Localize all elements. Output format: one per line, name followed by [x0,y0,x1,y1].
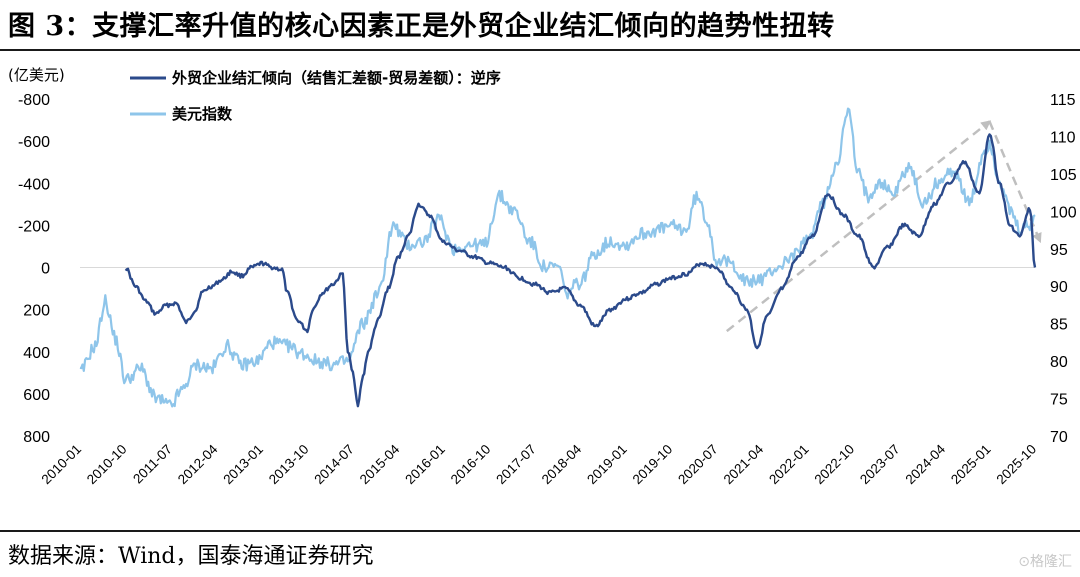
x-axis-ticks: 2010-01 2010-10 2011-07 2012-04 2013-01 2013-… [38,441,1039,487]
legend-label-secondary: 美元指数 [172,105,233,123]
left-axis-unit: (亿美元) [8,66,65,84]
series-layer [79,107,1037,408]
x-tick-label: 2012-04 [175,441,221,487]
x-tick-label: 2021-04 [721,441,767,487]
x-tick-label: 2010-01 [38,442,84,488]
right-tick-label: 115 [1050,92,1076,109]
left-axis-ticks: -800 -600 -400 -200 0 200 400 600 800 [18,92,50,446]
source-divider [0,530,1080,532]
legend: 外贸企业结汇倾向（结售汇差额-贸易差额）：逆序 美元指数 [130,69,501,123]
x-tick-label: 2022-10 [812,442,858,488]
x-tick-label: 2022-01 [766,442,812,488]
left-tick-label: 800 [23,429,50,446]
x-tick-label: 2019-10 [630,442,676,488]
x-tick-label: 2010-10 [84,442,130,488]
left-tick-label: 600 [23,387,50,404]
x-tick-label: 2016-10 [448,442,494,488]
x-tick-label: 2015-04 [357,441,403,487]
left-tick-label: 0 [41,261,50,278]
right-tick-label: 95 [1050,242,1068,259]
left-tick-label: 200 [23,303,50,320]
right-tick-label: 105 [1050,167,1077,184]
series-line-dollar-index [79,107,1036,408]
x-tick-label: 2017-07 [493,442,539,488]
watermark-logo: ⊙格隆汇 [1018,554,1072,570]
legend-label-primary: 外贸企业结汇倾向（结售汇差额-贸易差额）：逆序 [171,69,501,87]
x-tick-label: 2019-01 [584,442,630,488]
x-tick-label: 2023-07 [857,442,903,488]
x-tick-label: 2011-07 [130,442,175,487]
x-tick-label: 2025-01 [948,442,994,488]
x-tick-label: 2013-10 [266,442,312,488]
left-tick-label: -200 [18,218,50,235]
left-tick-label: -800 [18,92,50,109]
x-tick-label: 2024-04 [903,441,949,487]
right-tick-label: 100 [1050,204,1077,221]
series-line-fx-settlement-propensity [124,133,1037,408]
x-tick-label: 2018-04 [539,441,585,487]
source-note: 数据来源：Wind，国泰海通证券研究 [8,544,374,569]
right-tick-label: 90 [1050,279,1068,296]
left-tick-label: -600 [18,134,50,151]
right-tick-label: 75 [1050,392,1068,409]
left-tick-label: 400 [23,345,50,362]
left-tick-label: -400 [18,176,50,193]
x-tick-label: 2025-10 [993,442,1039,488]
right-axis-ticks: 115 110 105 100 95 90 85 80 75 70 [1050,92,1077,446]
right-tick-label: 80 [1050,354,1068,371]
x-tick-label: 2020-07 [675,442,721,488]
x-tick-label: 2013-01 [220,442,266,488]
figure-title: 图 3：支撑汇率升值的核心因素正是外贸企业结汇倾向的趋势性扭转 [8,11,835,42]
title-divider [0,49,1080,51]
right-tick-label: 70 [1050,429,1068,446]
x-tick-label: 2016-01 [402,442,448,488]
x-tick-label: 2014-07 [311,442,357,488]
trend-arrow [725,120,992,333]
right-tick-label: 85 [1050,317,1068,334]
right-tick-label: 110 [1050,129,1076,146]
